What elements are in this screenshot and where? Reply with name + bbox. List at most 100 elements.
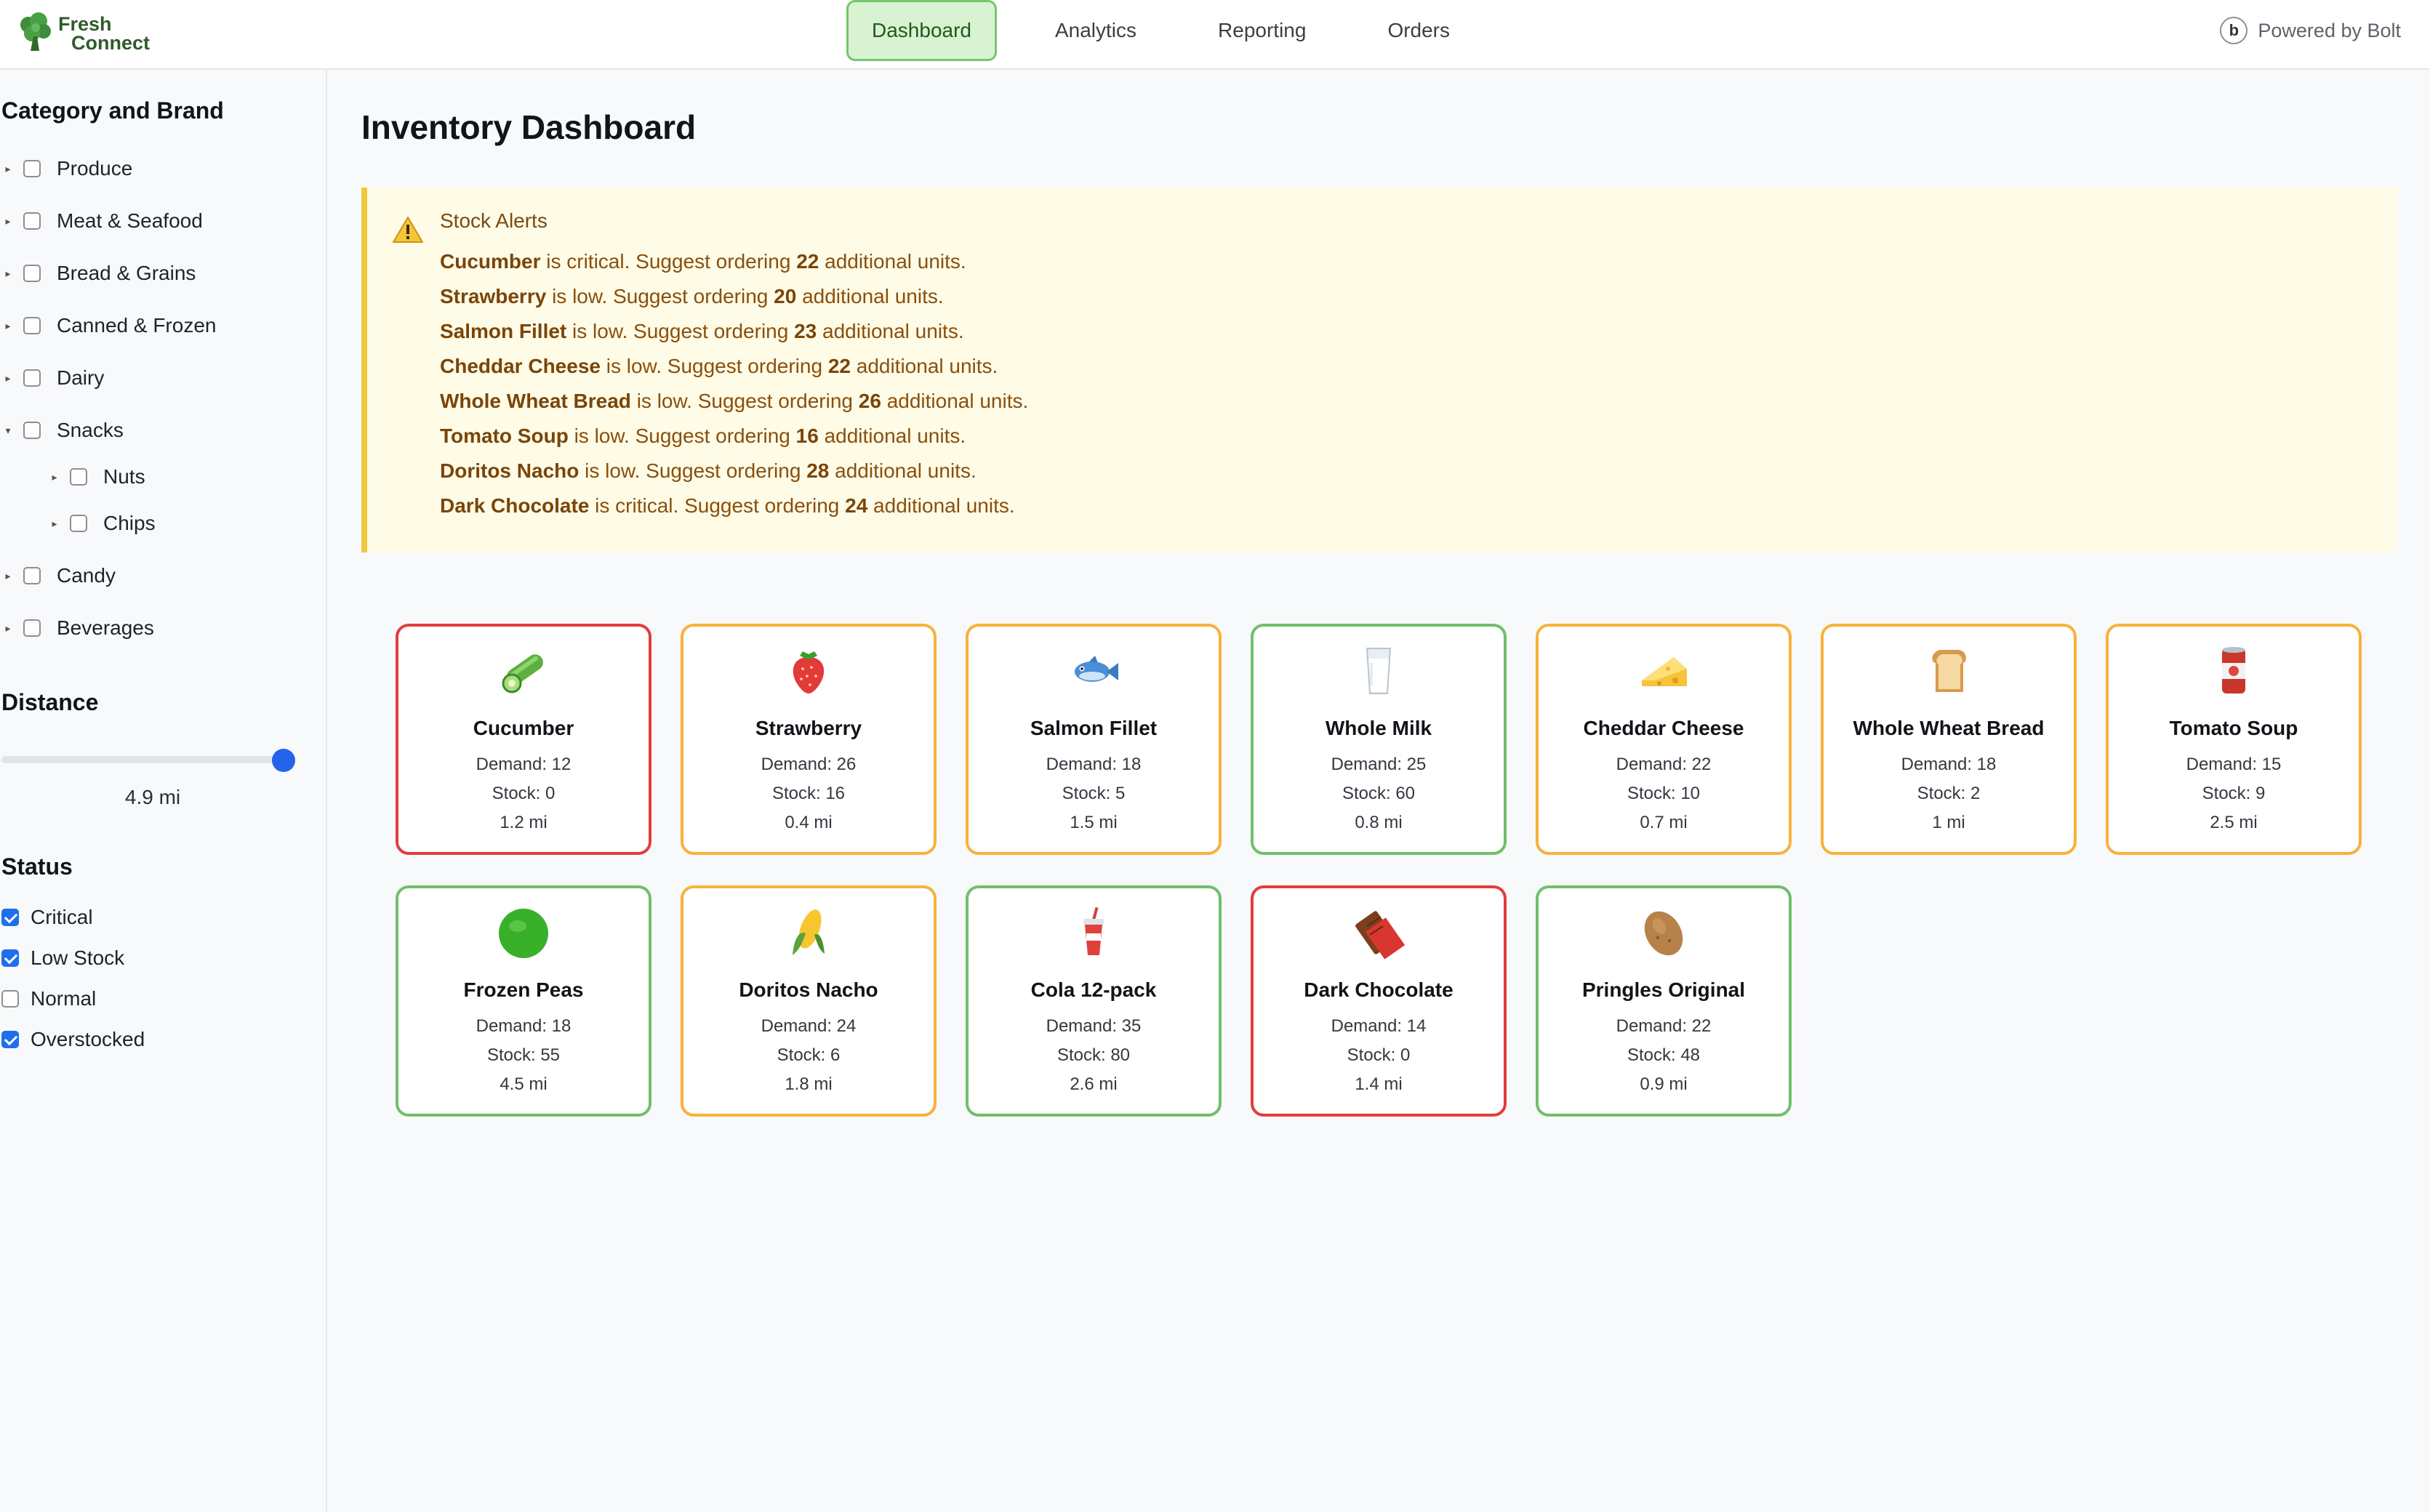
card-name: Pringles Original: [1581, 978, 1746, 1001]
alert-line: Dark Chocolate is critical. Suggest orde…: [440, 494, 1015, 518]
inventory-card-salmon-fillet[interactable]: Salmon Fillet Demand: 18 Stock: 5 1.5 mi: [966, 624, 1222, 855]
category-dairy[interactable]: ▸ Dairy: [3, 363, 104, 393]
alert-text: is low. Suggest ordering: [568, 425, 796, 447]
checkbox[interactable]: [23, 567, 41, 584]
category-label: Bread & Grains: [57, 262, 196, 284]
expand-arrow-icon[interactable]: ▸: [5, 622, 11, 634]
category-snacks[interactable]: ▾ Snacks: [3, 416, 123, 445]
alert-text: additional units.: [850, 355, 998, 377]
card-name: Whole Milk: [1325, 717, 1432, 739]
card-stock: Stock: 5: [1062, 784, 1126, 803]
status-overstocked[interactable]: Overstocked: [1, 1026, 145, 1053]
card-demand: Demand: 12: [476, 755, 572, 774]
fresh-connect-logo[interactable]: Fresh Connect: [16, 10, 150, 57]
distance-heading: Distance: [1, 689, 99, 715]
alert-qty: 22: [827, 355, 851, 377]
checkbox-checked[interactable]: [1, 909, 19, 926]
checkbox-checked[interactable]: [1, 1031, 19, 1048]
inventory-card-whole-milk[interactable]: Whole Milk Demand: 25 Stock: 60 0.8 mi: [1251, 624, 1507, 855]
expand-arrow-icon[interactable]: ▸: [52, 470, 57, 483]
potato-icon: [1539, 904, 1789, 960]
distance-slider-track[interactable]: [1, 756, 285, 763]
subcategory-nuts[interactable]: ▸ Nuts: [49, 462, 145, 491]
alert-qty: 26: [858, 390, 881, 412]
card-demand: Demand: 18: [476, 1016, 572, 1036]
inventory-card-doritos-nacho[interactable]: Doritos Nacho Demand: 24 Stock: 6 1.8 mi: [681, 885, 937, 1117]
alert-text: is low. Suggest ordering: [566, 320, 795, 342]
card-distance: 2.5 mi: [2210, 813, 2258, 832]
category-meat-seafood[interactable]: ▸ Meat & Seafood: [3, 206, 202, 236]
checkbox[interactable]: [23, 212, 41, 230]
status-normal[interactable]: Normal: [1, 986, 96, 1012]
card-name: Dark Chocolate: [1304, 978, 1453, 1001]
collapse-arrow-icon[interactable]: ▾: [5, 424, 11, 436]
alert-line: Doritos Nacho is low. Suggest ordering 2…: [440, 459, 977, 483]
card-distance: 1.5 mi: [1070, 813, 1118, 832]
category-canned-frozen[interactable]: ▸ Canned & Frozen: [3, 311, 216, 340]
card-distance: 0.7 mi: [1640, 813, 1688, 832]
tab-dashboard[interactable]: Dashboard: [846, 0, 997, 61]
checkbox[interactable]: [23, 369, 41, 387]
card-name: Cola 12-pack: [1030, 978, 1157, 1001]
inventory-card-whole-wheat-bread[interactable]: Whole Wheat Bread Demand: 18 Stock: 2 1 …: [1821, 624, 2077, 855]
bread-icon: [1824, 643, 2074, 698]
main-nav: Dashboard Analytics Reporting Orders: [846, 0, 1450, 61]
expand-arrow-icon[interactable]: ▸: [5, 162, 11, 174]
expand-arrow-icon[interactable]: ▸: [52, 517, 57, 529]
card-name: Cucumber: [473, 717, 574, 739]
status-low-stock[interactable]: Low Stock: [1, 945, 124, 971]
alert-item: Doritos Nacho: [440, 459, 580, 482]
expand-arrow-icon[interactable]: ▸: [5, 371, 11, 384]
expand-arrow-icon[interactable]: ▸: [5, 569, 11, 582]
alert-text: is critical. Suggest ordering: [589, 494, 846, 517]
checkbox[interactable]: [70, 468, 87, 486]
inventory-card-cheddar-cheese[interactable]: Cheddar Cheese Demand: 22 Stock: 10 0.7 …: [1536, 624, 1792, 855]
inventory-card-cola-12-pack[interactable]: Cola 12-pack Demand: 35 Stock: 80 2.6 mi: [966, 885, 1222, 1117]
category-produce[interactable]: ▸ Produce: [3, 154, 132, 183]
checkbox[interactable]: [1, 990, 19, 1008]
checkbox[interactable]: [70, 515, 87, 532]
checkbox[interactable]: [23, 265, 41, 282]
strawberry-icon: [683, 643, 934, 698]
powered-by-bolt[interactable]: b Powered by Bolt: [2220, 16, 2401, 45]
page-title: Inventory Dashboard: [361, 108, 697, 146]
inventory-card-tomato-soup[interactable]: Tomato Soup Demand: 15 Stock: 9 2.5 mi: [2106, 624, 2362, 855]
checkbox[interactable]: [23, 160, 41, 177]
category-beverages[interactable]: ▸ Beverages: [3, 614, 153, 643]
category-bread-grains[interactable]: ▸ Bread & Grains: [3, 259, 196, 288]
checkbox[interactable]: [23, 422, 41, 439]
distance-slider-handle[interactable]: [272, 749, 295, 772]
alert-text: additional units.: [829, 459, 977, 482]
status-critical[interactable]: Critical: [1, 904, 93, 930]
category-candy[interactable]: ▸ Candy: [3, 561, 115, 590]
subcategory-chips[interactable]: ▸ Chips: [49, 509, 155, 538]
expand-arrow-icon[interactable]: ▸: [5, 214, 11, 227]
checkbox[interactable]: [23, 619, 41, 637]
inventory-card-dark-chocolate[interactable]: Dark Chocolate Demand: 14 Stock: 0 1.4 m…: [1251, 885, 1507, 1117]
card-demand: Demand: 25: [1331, 755, 1427, 774]
alert-text: is low. Suggest ordering: [546, 285, 774, 307]
inventory-card-strawberry[interactable]: Strawberry Demand: 26 Stock: 16 0.4 mi: [681, 624, 937, 855]
card-demand: Demand: 35: [1046, 1016, 1142, 1036]
expand-arrow-icon[interactable]: ▸: [5, 319, 11, 331]
card-name: Cheddar Cheese: [1583, 717, 1744, 739]
alert-text: additional units.: [817, 320, 964, 342]
alert-item: Salmon Fillet: [440, 320, 567, 342]
inventory-card-pringles-original[interactable]: Pringles Original Demand: 22 Stock: 48 0…: [1536, 885, 1792, 1117]
expand-arrow-icon[interactable]: ▸: [5, 267, 11, 279]
fish-icon: [969, 643, 1219, 698]
card-distance: 0.9 mi: [1640, 1074, 1688, 1094]
tab-orders[interactable]: Orders: [1387, 19, 1451, 41]
card-distance: 1.4 mi: [1355, 1074, 1403, 1094]
tab-reporting[interactable]: Reporting: [1218, 19, 1307, 41]
card-stock: Stock: 0: [492, 784, 556, 803]
card-demand: Demand: 22: [1616, 1016, 1712, 1036]
checkbox[interactable]: [23, 317, 41, 334]
inventory-card-frozen-peas[interactable]: Frozen Peas Demand: 18 Stock: 55 4.5 mi: [396, 885, 651, 1117]
checkbox-checked[interactable]: [1, 949, 19, 967]
alert-qty: 23: [794, 320, 817, 342]
inventory-card-cucumber[interactable]: Cucumber Demand: 12 Stock: 0 1.2 mi: [396, 624, 651, 855]
alert-line: Tomato Soup is low. Suggest ordering 16 …: [440, 425, 966, 448]
tab-analytics[interactable]: Analytics: [1054, 19, 1137, 41]
card-stock: Stock: 10: [1627, 784, 1701, 803]
